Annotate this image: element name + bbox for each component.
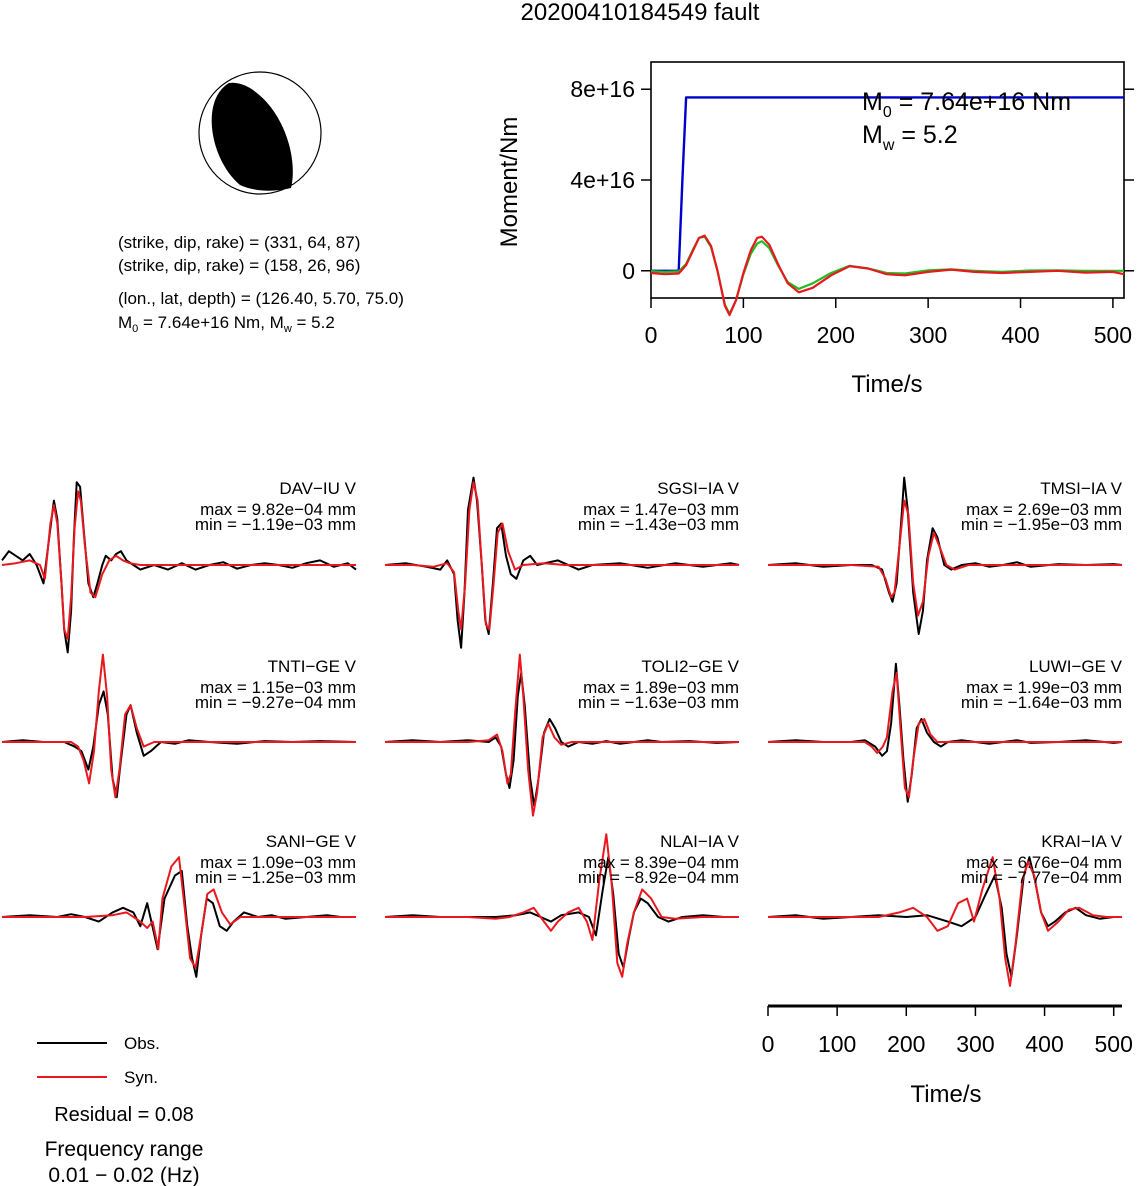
station-max: max = 2.69e−03 mm — [966, 500, 1122, 519]
station-min: min = −1.64e−03 mm — [961, 693, 1122, 712]
synthetic-trace — [2, 653, 356, 799]
waveform-xtick-label: 200 — [887, 1031, 925, 1057]
station-max: max = 9.82e−04 mm — [200, 500, 356, 519]
synthetic-trace — [2, 856, 356, 969]
station-max: max = 1.47e−03 mm — [583, 500, 739, 519]
synthetic-trace — [385, 653, 739, 817]
moment-ytick-label: 8e+16 — [570, 76, 635, 102]
station-label: TMSI−IA V — [1040, 479, 1122, 498]
frequency-range-title: Frequency range — [45, 1138, 204, 1161]
figure-title: 20200410184549 fault — [521, 0, 760, 26]
info-line-2: (strike, dip, rake) = (158, 26, 96) — [118, 256, 360, 275]
station-max: max = 6.76e−04 mm — [966, 853, 1122, 872]
observed-trace — [384, 856, 739, 969]
waveform-time-axis: Time/s 0 100 200 300 400 500 — [762, 1004, 1133, 1108]
station-min: min = −1.19e−03 mm — [195, 515, 356, 534]
moment-xlabel: Time/s — [851, 371, 922, 398]
waveform-xlabel: Time/s — [910, 1081, 981, 1108]
observed-trace — [1, 870, 356, 978]
moment-mw-label: Mw = 5.2 — [862, 121, 958, 154]
station-label: SGSI−IA V — [657, 479, 739, 498]
station-max: max = 1.09e−03 mm — [200, 853, 356, 872]
moment-series-stf_b — [650, 234, 1125, 317]
moment-xtick-label: 300 — [909, 322, 947, 348]
station-label: TNTI−GE V — [268, 657, 357, 676]
synthetic-trace — [768, 856, 1122, 987]
station-max: max = 8.39e−04 mm — [583, 853, 739, 872]
residual-text: Residual = 0.08 — [54, 1104, 194, 1126]
waveform-xtick-label: 500 — [1095, 1031, 1133, 1057]
info-line-4: M0 = 7.64e+16 Nm, Mw = 5.2 — [118, 313, 335, 335]
legend: Obs. Syn. Residual = 0.08 Frequency rang… — [37, 1034, 203, 1186]
frequency-range-value: 0.01 − 0.02 (Hz) — [48, 1164, 199, 1186]
moment-m0-label: M0 = 7.64e+16 Nm — [862, 88, 1071, 121]
station-max: max = 1.89e−03 mm — [583, 678, 739, 697]
moment-xtick-label: 0 — [645, 322, 658, 348]
synthetic-trace — [1, 490, 356, 640]
moment-xtick-label: 100 — [724, 322, 762, 348]
station-min: min = −1.25e−03 mm — [195, 868, 356, 887]
station-min: min = −9.27e−04 mm — [195, 693, 356, 712]
station-min: min = −8.92e−04 mm — [578, 868, 739, 887]
legend-syn-label: Syn. — [124, 1068, 158, 1087]
station-min: min = −1.43e−03 mm — [578, 515, 739, 534]
waveform-xtick-label: 300 — [956, 1031, 994, 1057]
source-info: (strike, dip, rake) = (331, 64, 87) (str… — [118, 233, 404, 335]
beachball — [198, 71, 322, 195]
moment-series-moment — [651, 96, 1124, 272]
synthetic-trace — [385, 481, 739, 631]
info-line-3: (lon., lat, depth) = (126.40, 5.70, 75.0… — [118, 289, 404, 308]
station-min: min = −1.63e−03 mm — [578, 693, 739, 712]
moment-xtick-label: 500 — [1094, 322, 1132, 348]
waveform-xtick-label: 400 — [1025, 1031, 1063, 1057]
station-max: max = 1.99e−03 mm — [966, 678, 1122, 697]
synthetic-trace — [385, 833, 739, 978]
station-min: min = −7.77e−04 mm — [961, 868, 1122, 887]
station-max: max = 1.15e−03 mm — [200, 678, 356, 697]
waveform-xtick-label: 100 — [818, 1031, 856, 1057]
synthetic-trace — [768, 499, 1122, 617]
synthetic-trace — [768, 672, 1122, 799]
info-line-1: (strike, dip, rake) = (331, 64, 87) — [118, 233, 360, 252]
station-label: DAV−IU V — [279, 479, 356, 498]
waveform-xtick-label: 0 — [762, 1031, 775, 1057]
beachball-compressional-quadrant — [211, 82, 293, 191]
station-label: TOLI2−GE V — [642, 657, 740, 676]
moment-xtick-label: 400 — [1001, 322, 1039, 348]
moment-ylabel: Moment/Nm — [496, 117, 523, 248]
legend-obs-label: Obs. — [124, 1034, 160, 1053]
moment-panel: 8e+16 4e+16 0 0 100 200 300 400 500 Moment/Nm Ti… — [496, 61, 1134, 398]
station-label: LUWI−GE V — [1029, 657, 1123, 676]
station-label: NLAI−IA V — [660, 832, 740, 851]
moment-ytick-label: 4e+16 — [570, 167, 635, 193]
station-label: SANI−GE V — [266, 832, 357, 851]
station-label: KRAI−IA V — [1041, 832, 1122, 851]
moment-xtick-label: 200 — [817, 322, 855, 348]
station-min: min = −1.95e−03 mm — [961, 515, 1122, 534]
moment-ytick-label: 0 — [622, 258, 635, 284]
